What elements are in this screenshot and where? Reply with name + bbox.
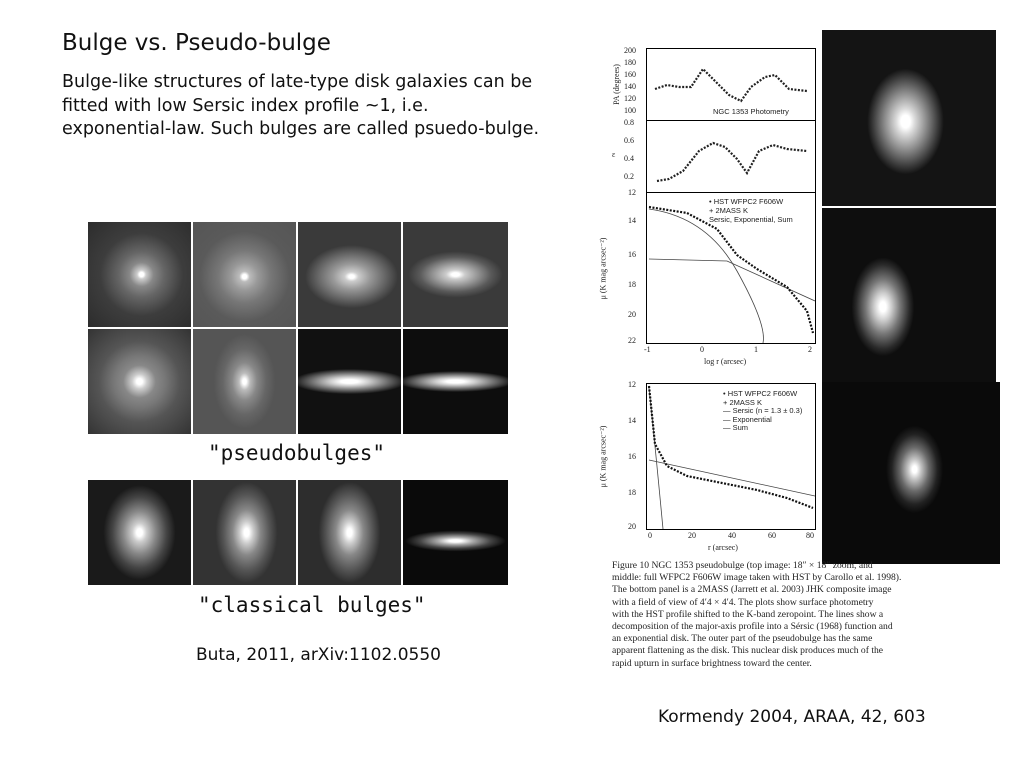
galaxy-thumbnail bbox=[88, 222, 191, 327]
pa-ylabel: PA (degrees) bbox=[611, 64, 621, 105]
galaxy-thumbnail bbox=[298, 480, 401, 585]
log-xtick: -1 bbox=[644, 345, 651, 354]
description-line: Bulge-like structures of late-type disk … bbox=[62, 72, 533, 92]
slide-description: Bulge-like structures of late-type disk … bbox=[62, 71, 602, 142]
legend-entry: — Sersic (n = 1.3 ± 0.3) bbox=[723, 406, 803, 415]
sersic-curve bbox=[648, 387, 664, 530]
galaxy-thumbnail bbox=[403, 329, 508, 434]
eps-ylabel: ε bbox=[612, 150, 616, 159]
lin-xtick: 40 bbox=[728, 531, 736, 540]
pseudobulges-label: "pseudobulges" bbox=[208, 441, 386, 465]
pa-ytick: 180 bbox=[624, 58, 636, 67]
log-xtick: 1 bbox=[754, 345, 758, 354]
linear-profile-svg bbox=[647, 385, 816, 530]
lin-xtick: 0 bbox=[648, 531, 652, 540]
log-ytick: 18 bbox=[628, 280, 636, 289]
caption-line: middle: full WFPC2 F606W image taken wit… bbox=[612, 572, 902, 584]
figure-caption: Figure 10 NGC 1353 pseudobulge (top imag… bbox=[612, 560, 1002, 670]
log-ytick: 12 bbox=[628, 188, 636, 197]
lin-ytick: 12 bbox=[628, 380, 636, 389]
pa-curve bbox=[654, 67, 808, 103]
log-legend: • HST WFPC2 F606W + 2MASS K Sersic, Expo… bbox=[709, 197, 793, 224]
ngc1353-wfpc2-image bbox=[822, 208, 996, 398]
kormendy-citation: Kormendy 2004, ARAA, 42, 603 bbox=[658, 707, 926, 727]
pa-ytick: 100 bbox=[624, 106, 636, 115]
exponential-line bbox=[648, 258, 816, 302]
galaxy-grid-figure: "pseudobulges" "classical bulges" bbox=[88, 222, 508, 622]
lin-xlabel: r (arcsec) bbox=[708, 543, 738, 552]
galaxy-thumbnail bbox=[403, 222, 508, 327]
lin-xtick: 20 bbox=[688, 531, 696, 540]
log-profile-plot: • HST WFPC2 F606W + 2MASS K Sersic, Expo… bbox=[646, 192, 816, 344]
pa-annotation: NGC 1353 Photometry bbox=[713, 107, 789, 116]
log-ytick: 14 bbox=[628, 216, 636, 225]
log-profile-svg bbox=[648, 205, 816, 344]
ngc1353-zoom-image bbox=[822, 30, 996, 206]
galaxy-thumbnail bbox=[88, 329, 191, 434]
pa-ytick: 120 bbox=[624, 94, 636, 103]
buta-citation: Buta, 2011, arXiv:1102.0550 bbox=[196, 645, 441, 665]
eps-ytick: 0.8 bbox=[624, 118, 634, 127]
ellipticity-curve bbox=[656, 141, 808, 183]
description-line: exponential-law. Such bulges are called … bbox=[62, 119, 540, 139]
lin-ylabel: μ (K mag arcsec⁻²) bbox=[598, 425, 608, 488]
ellipticity-plot-svg bbox=[656, 141, 808, 183]
pa-ytick: 140 bbox=[624, 82, 636, 91]
caption-line: apparent flattening as the disk. This nu… bbox=[612, 645, 884, 657]
caption-line: with the HST profile shifted to the K-ba… bbox=[612, 608, 884, 620]
surface-brightness-points bbox=[648, 205, 815, 334]
lin-xtick: 60 bbox=[768, 531, 776, 540]
galaxy-thumbnail bbox=[403, 480, 508, 585]
pa-plot-svg bbox=[654, 67, 808, 103]
legend-entry: + 2MASS K bbox=[709, 206, 748, 215]
lin-ytick: 16 bbox=[628, 452, 636, 461]
eps-ytick: 0.2 bbox=[624, 172, 634, 181]
lin-ytick: 20 bbox=[628, 522, 636, 531]
caption-line: Figure 10 NGC 1353 pseudobulge (top imag… bbox=[612, 560, 873, 571]
slide-title: Bulge vs. Pseudo-bulge bbox=[62, 30, 331, 56]
lin-ytick: 14 bbox=[628, 416, 636, 425]
legend-entry: — Sum bbox=[723, 423, 749, 432]
pa-plot: NGC 1353 Photometry bbox=[646, 48, 816, 122]
log-ylabel: μ (K mag arcsec⁻²) bbox=[598, 237, 608, 300]
galaxy-thumbnail bbox=[298, 222, 401, 327]
eps-ytick: 0.6 bbox=[624, 136, 634, 145]
eps-ytick: 0.4 bbox=[624, 154, 634, 163]
galaxy-thumbnail bbox=[193, 222, 296, 327]
kormendy-figure: NGC 1353 Photometry PA (degrees) 200 180… bbox=[598, 28, 1004, 688]
classical-bulges-label: "classical bulges" bbox=[198, 593, 426, 617]
legend-entry: — Exponential bbox=[723, 414, 772, 424]
exponential-line bbox=[648, 459, 816, 497]
legend-entry: Sersic, Exponential, Sum bbox=[709, 215, 793, 224]
pa-ytick: 200 bbox=[624, 46, 636, 55]
caption-line: The bottom panel is a 2MASS (Jarrett et … bbox=[612, 584, 892, 596]
log-xlabel: log r (arcsec) bbox=[704, 357, 747, 366]
log-ytick: 16 bbox=[628, 250, 636, 259]
legend-entry: + 2MASS K bbox=[723, 397, 762, 407]
log-xtick: 0 bbox=[700, 345, 704, 354]
caption-line: rapid upturn in surface brightness towar… bbox=[612, 657, 812, 669]
caption-line: decomposition of the major-axis profile … bbox=[612, 621, 893, 633]
caption-line: with a field of view of 4′4 × 4′4. The p… bbox=[612, 596, 874, 608]
lin-xtick: 80 bbox=[806, 531, 814, 540]
legend-entry: • HST WFPC2 F606W bbox=[723, 389, 798, 398]
sersic-curve bbox=[648, 208, 764, 344]
caption-line: an exponential disk. The outer part of t… bbox=[612, 633, 873, 645]
galaxy-thumbnail bbox=[298, 329, 401, 434]
description-line: fitted with low Sersic index profile ~1,… bbox=[62, 95, 429, 116]
ngc1353-2mass-image bbox=[822, 382, 1000, 564]
galaxy-thumbnail bbox=[193, 329, 296, 434]
lin-legend: • HST WFPC2 F606W + 2MASS K — Sersic (n … bbox=[723, 389, 803, 433]
linear-profile-plot: • HST WFPC2 F606W + 2MASS K — Sersic (n … bbox=[646, 383, 816, 530]
pa-ytick: 160 bbox=[624, 70, 636, 79]
log-xtick: 2 bbox=[808, 345, 812, 354]
galaxy-thumbnail bbox=[88, 480, 191, 585]
log-ytick: 20 bbox=[628, 310, 636, 319]
lin-ytick: 18 bbox=[628, 488, 636, 497]
legend-entry: • HST WFPC2 F606W bbox=[709, 197, 784, 206]
log-ytick: 22 bbox=[628, 336, 636, 345]
galaxy-thumbnail bbox=[193, 480, 296, 585]
ellipticity-plot bbox=[646, 120, 816, 194]
